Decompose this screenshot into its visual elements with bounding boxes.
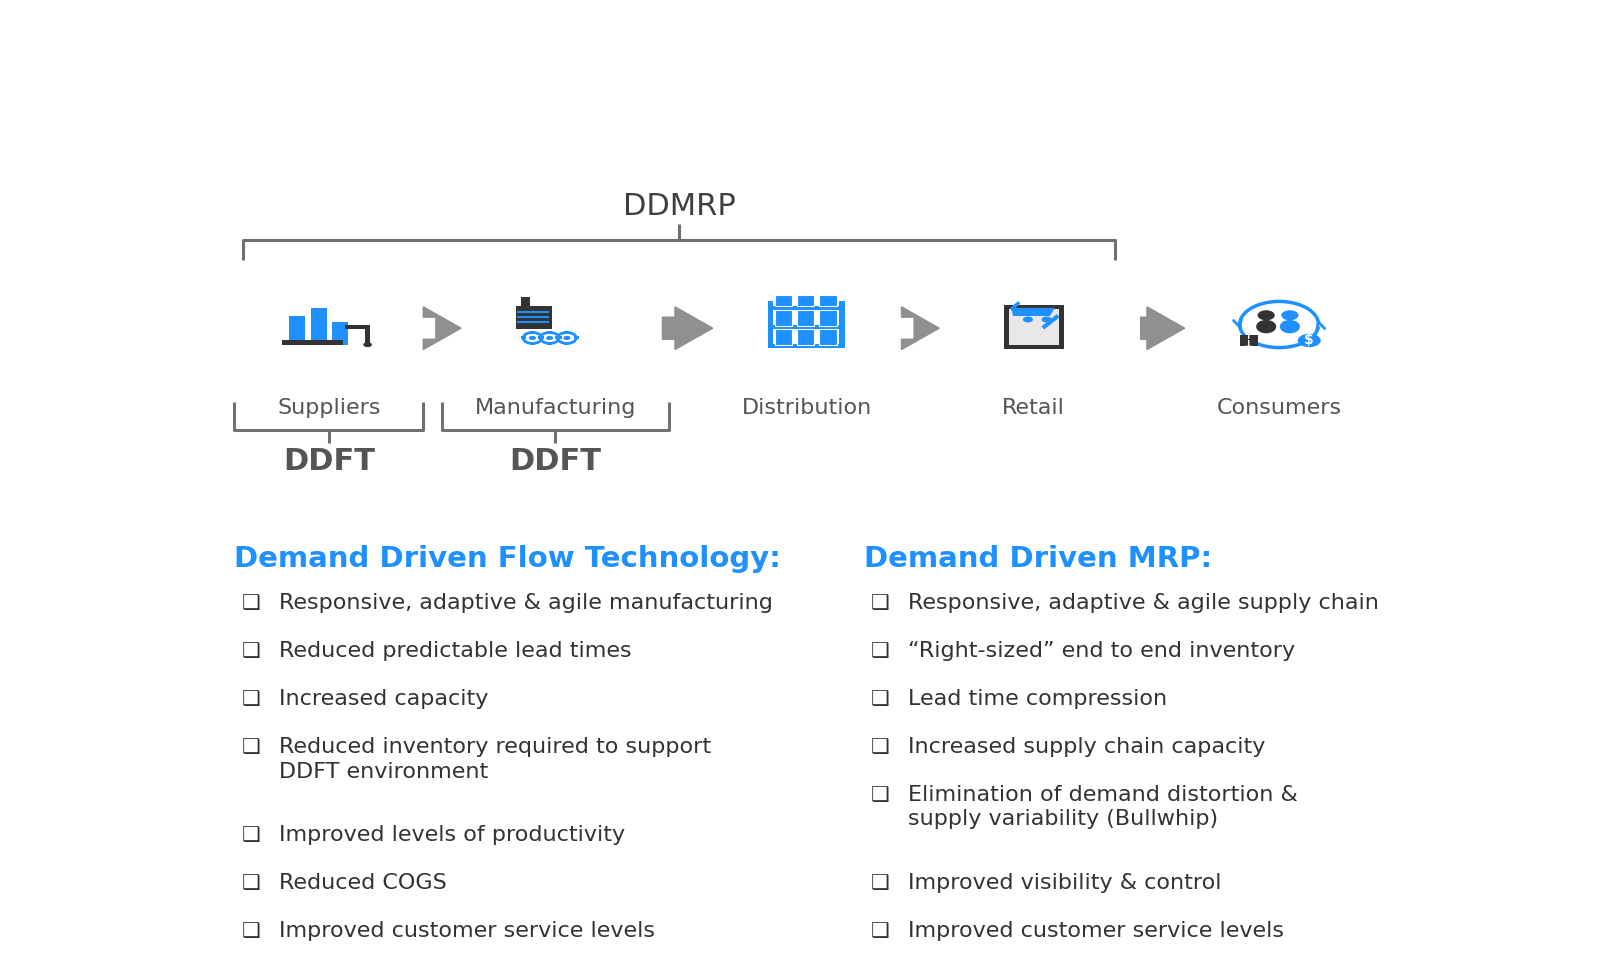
Bar — [310, 308, 326, 345]
Bar — [1008, 309, 1058, 345]
Text: ❑: ❑ — [242, 873, 260, 893]
Text: Suppliers: Suppliers — [278, 398, 380, 418]
Circle shape — [1022, 316, 1032, 322]
Bar — [529, 331, 534, 334]
Text: Reduced inventory required to support
DDFT environment: Reduced inventory required to support DD… — [279, 737, 711, 782]
Bar — [565, 331, 570, 334]
Bar — [547, 331, 552, 334]
Text: Increased capacity: Increased capacity — [279, 689, 487, 709]
Circle shape — [545, 336, 553, 340]
Text: ↑
↓: ↑ ↓ — [1243, 331, 1253, 350]
Ellipse shape — [1279, 320, 1298, 334]
Text: DDFT: DDFT — [510, 447, 601, 476]
Text: Increased supply chain capacity: Increased supply chain capacity — [907, 737, 1264, 757]
Text: Consumers: Consumers — [1216, 398, 1341, 418]
Bar — [547, 342, 552, 345]
Text: ❑: ❑ — [870, 921, 889, 941]
Text: Improved customer service levels: Improved customer service levels — [279, 921, 654, 941]
Text: ❑: ❑ — [242, 825, 260, 845]
Text: ❑: ❑ — [870, 689, 889, 709]
Circle shape — [529, 336, 536, 340]
Text: Responsive, adaptive & agile supply chain: Responsive, adaptive & agile supply chai… — [907, 593, 1378, 613]
Text: Improved levels of productivity: Improved levels of productivity — [279, 825, 625, 845]
Bar — [839, 301, 844, 348]
Bar — [797, 310, 813, 326]
Text: DDMRP: DDMRP — [623, 192, 735, 221]
Text: Responsive, adaptive & agile manufacturing: Responsive, adaptive & agile manufacturi… — [279, 593, 773, 613]
Bar — [774, 310, 792, 326]
Bar — [565, 342, 570, 345]
Bar — [768, 325, 839, 329]
Text: “Right-sized” end to end inventory: “Right-sized” end to end inventory — [907, 641, 1294, 661]
Text: ❑: ❑ — [870, 737, 889, 757]
Text: ❑: ❑ — [870, 641, 889, 661]
Bar — [774, 329, 792, 345]
Polygon shape — [424, 307, 461, 350]
Bar — [516, 306, 552, 329]
Text: Retail: Retail — [1001, 398, 1065, 418]
Text: ❑: ❑ — [242, 737, 260, 757]
Bar — [797, 329, 813, 345]
Circle shape — [1297, 334, 1319, 347]
Text: ❑: ❑ — [870, 593, 889, 613]
Text: ❑: ❑ — [870, 873, 889, 893]
Bar — [557, 337, 562, 339]
Text: Improved customer service levels: Improved customer service levels — [907, 921, 1284, 941]
Bar — [1003, 305, 1063, 349]
Polygon shape — [1011, 309, 1053, 315]
Text: Elimination of demand distortion &
supply variability (Bullwhip): Elimination of demand distortion & suppl… — [907, 785, 1297, 830]
Bar — [573, 337, 578, 339]
Text: Manufacturing: Manufacturing — [474, 398, 636, 418]
Ellipse shape — [1255, 320, 1276, 334]
Text: ❑: ❑ — [870, 785, 889, 805]
Bar — [365, 328, 370, 343]
Polygon shape — [1139, 307, 1185, 350]
Bar — [768, 301, 773, 348]
Text: Reduced COGS: Reduced COGS — [279, 873, 446, 893]
Circle shape — [1281, 311, 1298, 320]
Bar — [539, 337, 544, 339]
Bar — [768, 344, 839, 348]
Bar — [521, 337, 526, 339]
Bar — [768, 307, 839, 310]
Bar — [820, 294, 836, 307]
Bar — [820, 310, 836, 326]
Bar — [537, 337, 542, 339]
Circle shape — [1256, 311, 1274, 320]
Bar — [344, 325, 370, 329]
Text: Distribution: Distribution — [742, 398, 872, 418]
Text: Lead time compression: Lead time compression — [907, 689, 1167, 709]
Text: ❑: ❑ — [242, 593, 260, 613]
Bar — [555, 337, 560, 339]
Text: ❑: ❑ — [242, 921, 260, 941]
Bar — [820, 329, 836, 345]
Bar — [333, 322, 347, 345]
Circle shape — [1040, 316, 1052, 322]
Text: ❑: ❑ — [242, 641, 260, 661]
Bar — [774, 294, 792, 307]
Text: Improved visibility & control: Improved visibility & control — [907, 873, 1220, 893]
Bar — [521, 297, 529, 306]
Bar — [282, 340, 342, 345]
Bar — [529, 342, 534, 345]
Text: Reduced predictable lead times: Reduced predictable lead times — [279, 641, 631, 661]
Bar — [1238, 335, 1258, 346]
Text: Demand Driven Flow Technology:: Demand Driven Flow Technology: — [234, 545, 781, 574]
Text: DDFT: DDFT — [282, 447, 375, 476]
Bar — [797, 294, 813, 307]
Text: ❑: ❑ — [242, 689, 260, 709]
Text: $: $ — [1303, 334, 1313, 347]
Circle shape — [364, 342, 372, 347]
Polygon shape — [662, 307, 712, 350]
Bar — [289, 316, 305, 345]
Circle shape — [563, 336, 570, 340]
Polygon shape — [901, 307, 938, 350]
Text: Demand Driven MRP:: Demand Driven MRP: — [863, 545, 1211, 574]
